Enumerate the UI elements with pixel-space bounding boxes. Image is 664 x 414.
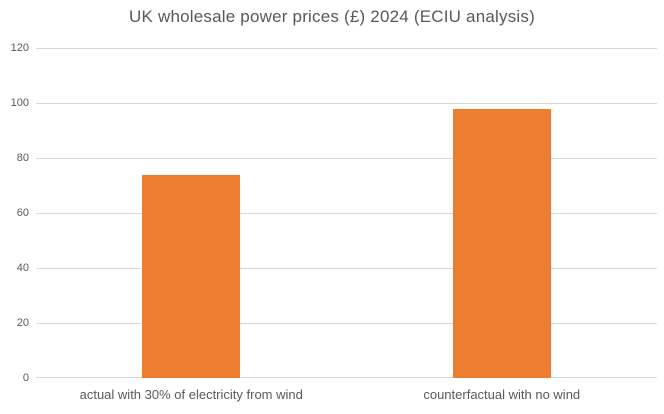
gridline — [36, 267, 657, 269]
chart-title: UK wholesale power prices (£) 2024 (ECIU… — [129, 7, 535, 26]
y-axis-tick-label: 20 — [16, 317, 29, 329]
plot-area — [36, 48, 657, 378]
gridline — [36, 102, 657, 104]
bar — [452, 108, 551, 378]
x-axis-category-label: actual with 30% of electricity from wind — [79, 387, 303, 402]
gridline — [36, 322, 657, 324]
bar — [142, 174, 241, 378]
gridline — [36, 48, 657, 49]
y-axis-tick-label: 80 — [16, 152, 29, 164]
gridline — [36, 157, 657, 159]
y-axis-tick-label: 100 — [10, 97, 29, 109]
x-axis-category-label: counterfactual with no wind — [423, 387, 581, 402]
y-axis-tick-label: 60 — [16, 207, 29, 219]
y-axis-tick-label: 0 — [22, 372, 29, 384]
gridline — [36, 212, 657, 214]
y-axis-tick-label: 40 — [16, 262, 29, 274]
y-axis-tick-label: 120 — [10, 42, 29, 54]
gridline — [36, 377, 657, 378]
